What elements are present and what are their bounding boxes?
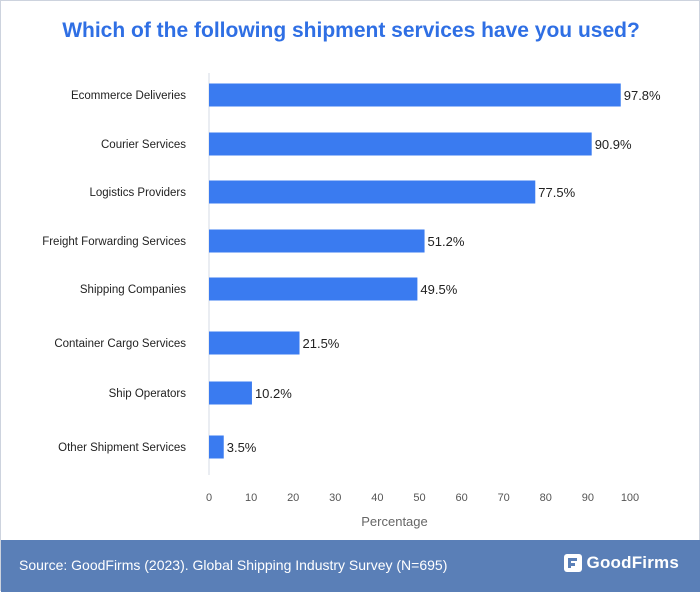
x-tick-label: 100: [621, 492, 639, 504]
x-tick-label: 70: [498, 492, 510, 504]
category-label: Freight Forwarding Services: [42, 236, 186, 248]
bar-courier-services: [209, 132, 592, 156]
bar-ecommerce-deliveries: [209, 83, 621, 107]
data-label: 90.9%: [595, 137, 632, 152]
bar-chart: Ecommerce Deliveries 97.8% Courier Service…: [42, 73, 661, 529]
bar-shipping-companies: [209, 277, 418, 301]
category-label: Shipping Companies: [80, 284, 186, 296]
category-label: Container Cargo Services: [54, 338, 186, 350]
x-tick-label: 0: [206, 492, 212, 504]
x-axis-title: Percentage: [361, 514, 428, 529]
x-tick-label: 30: [329, 492, 341, 504]
x-tick-label: 40: [371, 492, 383, 504]
bar-freight-forwarding-services: [209, 229, 425, 253]
data-label: 77.5%: [538, 185, 575, 200]
brand-name: GoodFirms: [586, 553, 679, 572]
bar-logistics-providers: [209, 180, 536, 204]
data-label: 97.8%: [624, 88, 661, 103]
goodfirms-logo-icon: [563, 554, 582, 572]
source-note: Source: GoodFirms (2023). Global Shippin…: [19, 557, 448, 573]
data-label: 49.5%: [420, 282, 457, 297]
bar-container-cargo-services: [209, 331, 300, 355]
category-label: Ecommerce Deliveries: [71, 90, 186, 102]
chart-title: Which of the following shipment services…: [62, 19, 640, 42]
x-tick-label: 10: [245, 492, 257, 504]
brand-logo: GoodFirms: [563, 553, 679, 573]
footer-bar: Source: GoodFirms (2023). Global Shippin…: [1, 540, 700, 592]
x-tick-label: 60: [455, 492, 467, 504]
category-label: Other Shipment Services: [58, 442, 186, 454]
x-tick-label: 20: [287, 492, 299, 504]
x-tick-label: 50: [413, 492, 425, 504]
category-label: Logistics Providers: [89, 187, 186, 199]
data-label: 21.5%: [303, 336, 340, 351]
data-label: 10.2%: [255, 386, 292, 401]
category-label: Courier Services: [101, 139, 186, 151]
category-label: Ship Operators: [109, 388, 187, 400]
data-label: 3.5%: [227, 440, 257, 455]
data-label: 51.2%: [428, 234, 465, 249]
x-tick-label: 90: [582, 492, 594, 504]
bar-ship-operators: [209, 381, 252, 405]
bar-other-shipment-services: [209, 435, 224, 459]
x-tick-label: 80: [540, 492, 552, 504]
